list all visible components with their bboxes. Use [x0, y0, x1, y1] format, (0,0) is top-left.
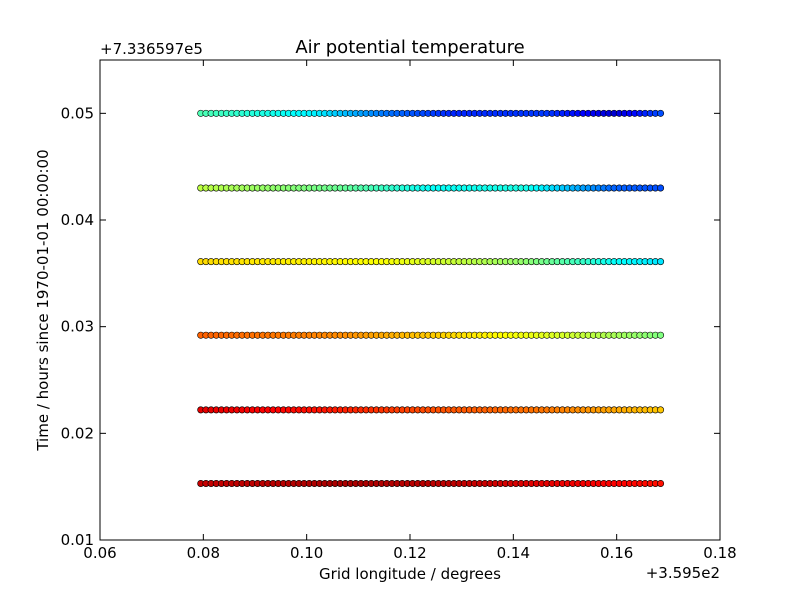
y-offset-label: +7.336597e5	[100, 40, 203, 58]
x-axis-label: Grid longitude / degrees	[319, 565, 501, 583]
data-point	[657, 331, 665, 339]
tick-labels: 0.06 0.08 0.10 0.12 0.14 0.16 0.18 0.01 0.02 0.03…	[61, 104, 737, 562]
x-offset-label: +3.595e2	[646, 564, 720, 582]
y-tick-label: 0.04	[61, 211, 94, 229]
x-tick-label: 0.18	[703, 544, 736, 562]
y-tick-label: 0.01	[61, 531, 94, 549]
y-tick-label: 0.05	[61, 104, 94, 122]
chart-title: Air potential temperature	[295, 37, 524, 58]
x-tick-label: 0.12	[393, 544, 426, 562]
data-points	[197, 109, 665, 487]
data-point	[657, 109, 665, 117]
y-tick-label: 0.03	[61, 318, 94, 336]
y-axis-label: Time / hours since 1970-01-01 00:00:00	[34, 149, 52, 451]
x-tick-label: 0.06	[83, 544, 116, 562]
plot-frame	[99, 59, 721, 541]
plot-background	[100, 60, 720, 540]
data-point	[657, 406, 665, 414]
data-point	[657, 479, 665, 487]
y-tick-label: 0.02	[61, 424, 94, 442]
x-tick-label: 0.16	[600, 544, 633, 562]
x-tick-label: 0.08	[187, 544, 220, 562]
data-point	[657, 258, 665, 266]
data-point	[657, 184, 665, 192]
x-tick-label: 0.14	[497, 544, 530, 562]
x-tick-label: 0.10	[290, 544, 323, 562]
